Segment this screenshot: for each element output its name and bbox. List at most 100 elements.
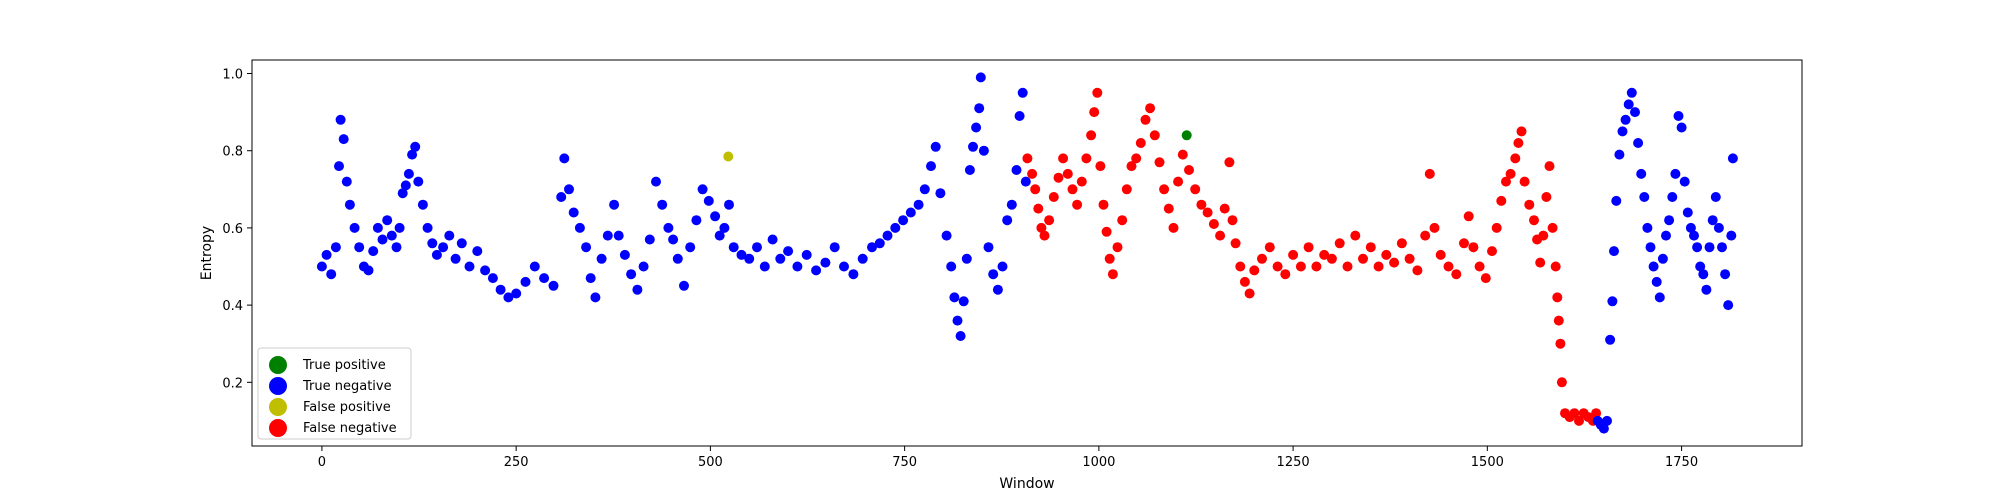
data-point [422,222,433,233]
data-point [1636,168,1647,179]
data-point [1556,377,1567,388]
data-point [1535,257,1546,268]
data-point [1524,199,1535,210]
data-point [1726,230,1737,241]
legend: True positive True negative False positi… [257,347,412,440]
data-point [975,72,986,83]
data-point [609,199,620,210]
y-tick-label: 0.6 [222,222,243,237]
data-point [1219,203,1230,214]
data-point [613,230,624,241]
data-point [1358,253,1368,264]
data-point [1017,87,1028,98]
data-point [744,253,755,264]
data-point [1429,222,1440,233]
data-point [651,176,661,187]
data-point [495,284,506,295]
data-point [703,195,714,206]
data-point [1098,199,1109,210]
data-point [1002,215,1013,226]
data-point [1107,269,1118,280]
data-point [672,253,683,264]
data-point [338,134,349,145]
data-point [723,151,734,162]
data-point [1538,230,1549,241]
data-point [1311,261,1322,272]
data-point [952,315,963,326]
data-point [663,222,674,233]
data-point [935,188,946,199]
data-point [1569,408,1580,419]
data-point [1058,153,1069,164]
data-point [1420,230,1431,241]
data-point [431,249,442,260]
data-point [1168,222,1179,233]
data-point [456,238,467,249]
data-point [1424,168,1435,179]
data-point [691,215,702,226]
data-point [1474,261,1485,272]
data-point [472,246,483,257]
y-tick-label: 0.4 [222,299,243,314]
data-point [1544,161,1555,172]
data-point [1239,276,1250,287]
data-point [1117,215,1128,226]
data-point [811,265,822,276]
data-point [974,103,985,114]
data-point [1617,126,1628,137]
data-point [668,234,679,245]
data-point [1657,253,1668,264]
data-point [1257,253,1267,264]
data-point [1319,249,1330,260]
data-point [335,114,346,125]
data-point [397,188,408,199]
data-point [1661,230,1671,241]
data-point [1443,261,1454,272]
data-point [1541,192,1552,202]
x-tick-label: 0 [318,455,326,470]
data-point [382,215,393,226]
data-point [898,215,909,226]
data-point [334,161,344,172]
data-point [968,141,978,152]
data-point [767,234,778,245]
data-point [1135,138,1146,148]
data-point [905,207,916,218]
data-point [874,238,885,249]
data-point [1491,222,1502,233]
data-point [529,261,540,272]
data-point [1048,192,1059,202]
data-point [450,253,461,264]
data-point [1468,242,1479,253]
data-point [438,242,449,253]
data-point [1685,222,1696,233]
data-point [1230,238,1241,249]
data-point [964,165,975,175]
data-point [958,296,969,307]
data-point [386,230,397,241]
data-point [1463,211,1474,222]
data-point [710,211,721,222]
data-point [1173,176,1184,187]
data-point [783,246,794,257]
data-point [391,242,402,253]
y-axis-label: Entropy [199,226,215,280]
data-point [354,242,365,253]
data-point [1591,408,1602,419]
data-point [719,222,730,233]
data-point [1295,261,1306,272]
data-point [1412,265,1423,276]
data-point [1501,176,1511,187]
legend-label-false-positive: False positive [303,400,391,415]
data-point [602,230,613,241]
data-point [326,269,337,280]
data-point [1496,195,1507,206]
data-point [581,242,592,253]
data-point [955,331,966,341]
x-tick-label: 1250 [1277,455,1310,470]
data-point [503,292,514,303]
data-point [1039,230,1050,241]
data-point [1695,261,1706,272]
data-point [417,199,428,210]
data-point [867,242,877,253]
